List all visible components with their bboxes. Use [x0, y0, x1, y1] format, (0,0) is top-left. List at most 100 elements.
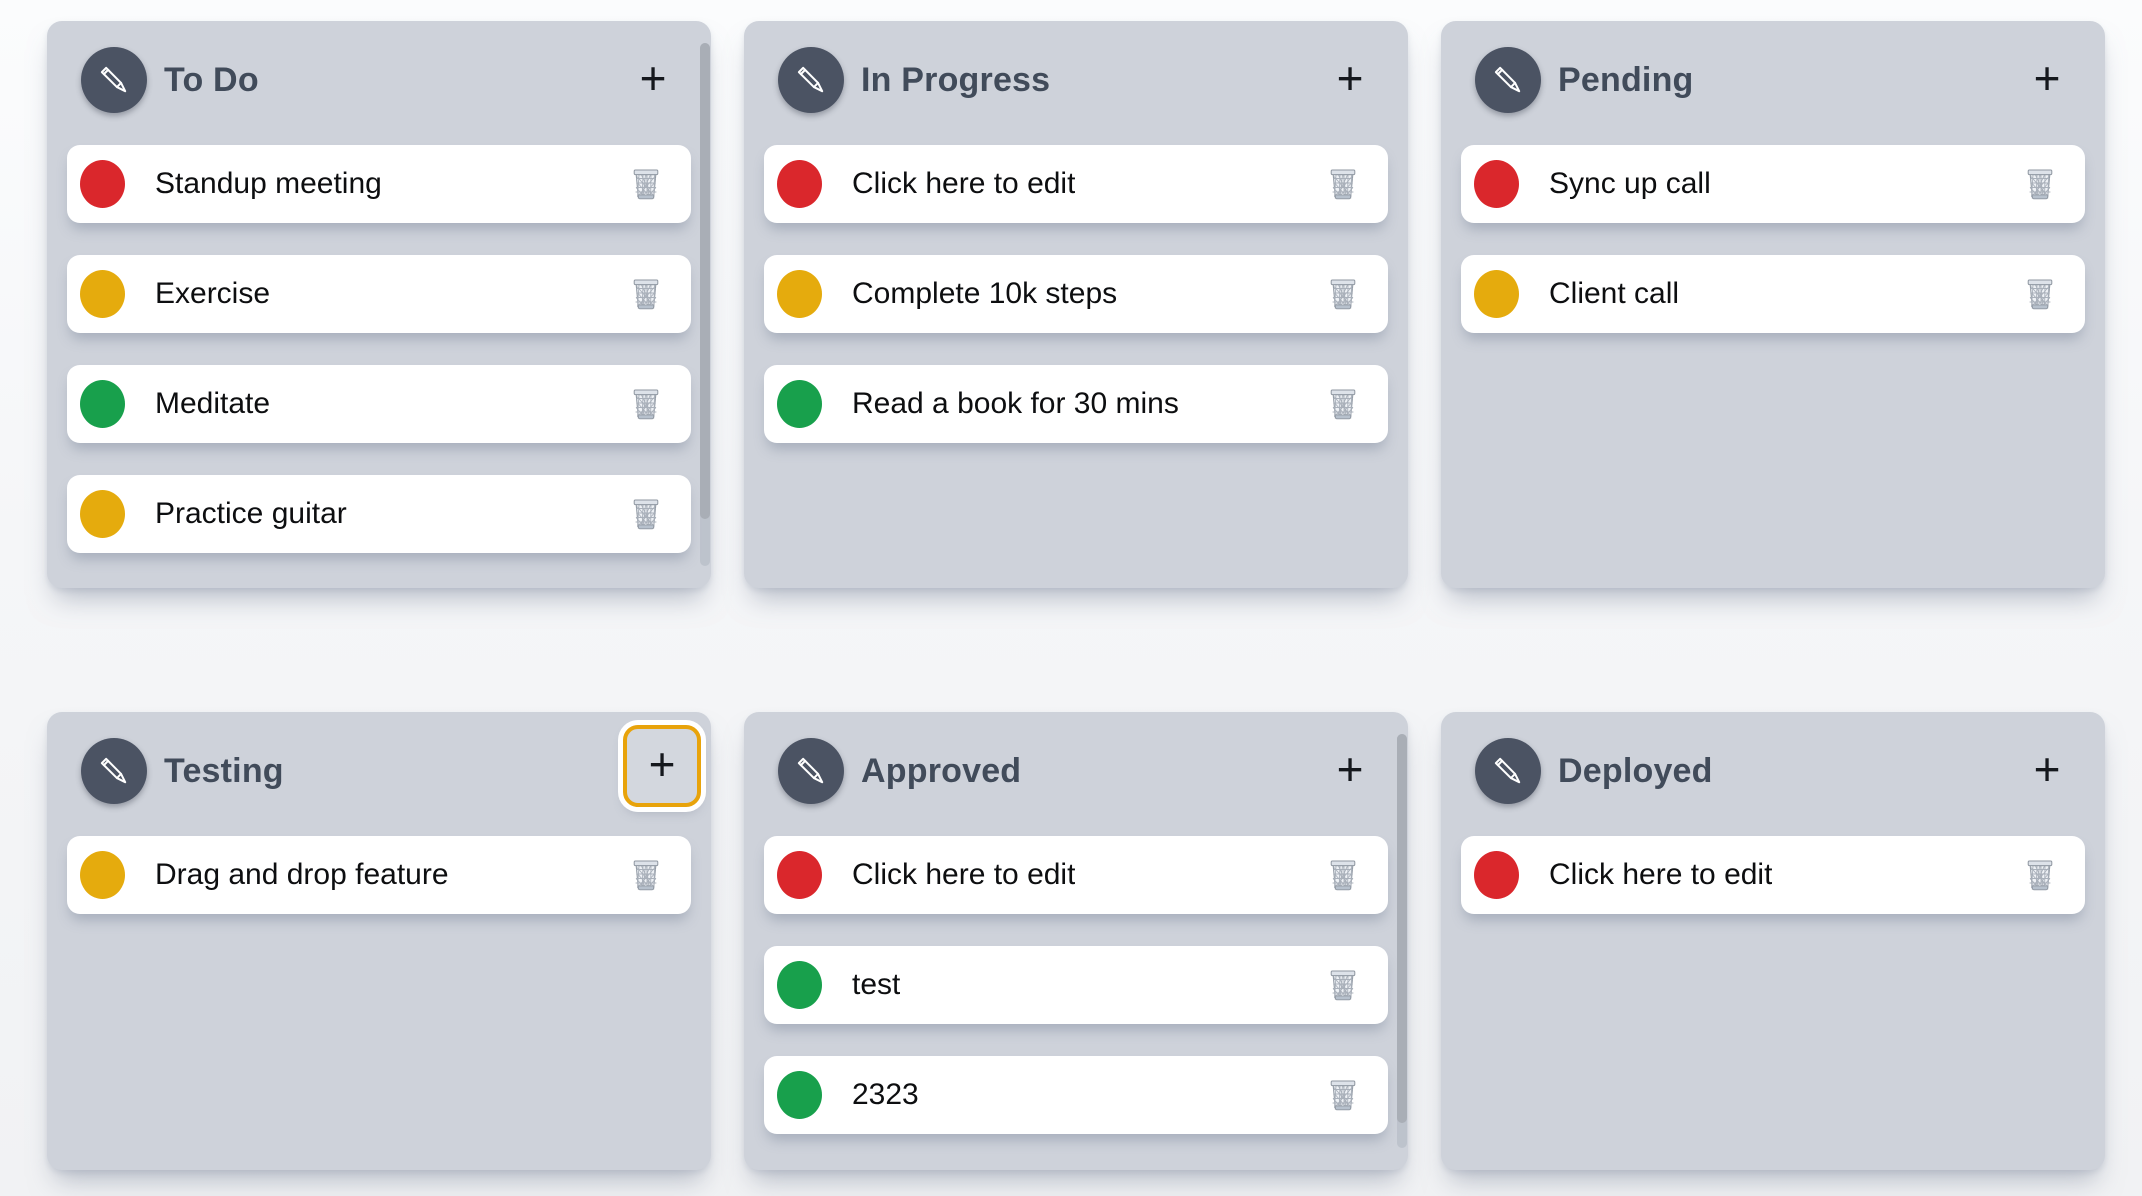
delete-card-button[interactable] [2025, 858, 2055, 892]
card-text: Meditate [155, 387, 271, 420]
red-status-dot [1474, 851, 1519, 899]
trash-icon [1328, 387, 1358, 421]
delete-card-button[interactable] [1328, 1078, 1358, 1112]
yellow-status-dot [80, 851, 125, 899]
card-list: Click here to edit Complete 10k steps Re… [764, 145, 1388, 443]
kanban-card[interactable]: Drag and drop feature [67, 836, 691, 914]
trash-icon [1328, 277, 1358, 311]
pencil-icon [98, 755, 130, 787]
pencil-icon [795, 755, 827, 787]
kanban-column-pending: Pending + Sync up call Client call [1441, 21, 2105, 588]
yellow-status-dot [1474, 270, 1519, 318]
add-card-button[interactable]: + [629, 52, 677, 104]
card-text: test [852, 968, 901, 1001]
card-text: Practice guitar [155, 497, 347, 530]
trash-icon [1328, 968, 1358, 1002]
pencil-icon [795, 64, 827, 96]
kanban-column-approved: Approved + Click here to edit test 2323 [744, 712, 1408, 1170]
edit-column-button[interactable] [1475, 47, 1541, 113]
kanban-card[interactable]: Read a book for 30 mins [764, 365, 1388, 443]
add-card-button[interactable]: + [1326, 743, 1374, 795]
yellow-status-dot [80, 270, 125, 318]
kanban-column-testing: Testing + Drag and drop feature [47, 712, 711, 1170]
delete-card-button[interactable] [631, 858, 661, 892]
kanban-card[interactable]: Sync up call [1461, 145, 2085, 223]
green-status-dot [777, 380, 822, 428]
edit-column-button[interactable] [1475, 738, 1541, 804]
kanban-card[interactable]: Client call [1461, 255, 2085, 333]
kanban-card[interactable]: Standup meeting [67, 145, 691, 223]
card-text: Click here to edit [852, 167, 1076, 200]
delete-card-button[interactable] [1328, 858, 1358, 892]
plus-icon: + [639, 52, 667, 104]
kanban-card[interactable]: Click here to edit [764, 145, 1388, 223]
green-status-dot [80, 380, 125, 428]
delete-card-button[interactable] [1328, 968, 1358, 1002]
column-scrollbar[interactable] [700, 43, 710, 566]
card-text: Drag and drop feature [155, 858, 449, 891]
kanban-card[interactable]: Exercise [67, 255, 691, 333]
column-header: To Do + [81, 47, 677, 113]
delete-card-button[interactable] [1328, 387, 1358, 421]
delete-card-button[interactable] [1328, 277, 1358, 311]
column-header: In Progress + [778, 47, 1374, 113]
red-status-dot [1474, 160, 1519, 208]
delete-card-button[interactable] [631, 387, 661, 421]
card-text: Sync up call [1549, 167, 1711, 200]
column-scrollbar[interactable] [1397, 734, 1407, 1148]
trash-icon [1328, 858, 1358, 892]
kanban-card[interactable]: Meditate [67, 365, 691, 443]
card-text: Exercise [155, 277, 271, 310]
column-title: To Do [164, 60, 259, 99]
kanban-column-to-do: To Do + Standup meeting Exercise Meditat… [47, 21, 711, 588]
column-title: Approved [861, 751, 1022, 790]
scrollbar-thumb[interactable] [700, 43, 710, 519]
column-title: In Progress [861, 60, 1051, 99]
plus-icon: + [2033, 52, 2061, 104]
trash-icon [2025, 858, 2055, 892]
add-card-button[interactable]: + [2023, 52, 2071, 104]
delete-card-button[interactable] [2025, 167, 2055, 201]
trash-icon [631, 858, 661, 892]
delete-card-button[interactable] [631, 277, 661, 311]
delete-card-button[interactable] [2025, 277, 2055, 311]
trash-icon [631, 387, 661, 421]
card-text: Read a book for 30 mins [852, 387, 1179, 420]
edit-column-button[interactable] [778, 738, 844, 804]
card-text: Click here to edit [852, 858, 1076, 891]
green-status-dot [777, 1071, 822, 1119]
trash-icon [631, 497, 661, 531]
kanban-card[interactable]: Click here to edit [1461, 836, 2085, 914]
add-card-button[interactable]: + [2023, 743, 2071, 795]
edit-column-button[interactable] [81, 47, 147, 113]
column-title: Pending [1558, 60, 1694, 99]
kanban-column-deployed: Deployed + Click here to edit [1441, 712, 2105, 1170]
edit-column-button[interactable] [81, 738, 147, 804]
delete-card-button[interactable] [631, 167, 661, 201]
red-status-dot [777, 160, 822, 208]
red-status-dot [777, 851, 822, 899]
scrollbar-thumb[interactable] [1397, 734, 1407, 1124]
plus-icon: + [2033, 743, 2061, 795]
kanban-column-in-progress: In Progress + Click here to edit Complet… [744, 21, 1408, 588]
column-header: Testing + [81, 725, 701, 807]
kanban-card[interactable]: test [764, 946, 1388, 1024]
green-status-dot [777, 961, 822, 1009]
edit-column-button[interactable] [778, 47, 844, 113]
delete-card-button[interactable] [631, 497, 661, 531]
kanban-card[interactable]: Click here to edit [764, 836, 1388, 914]
kanban-card[interactable]: Complete 10k steps [764, 255, 1388, 333]
kanban-card[interactable]: Practice guitar [67, 475, 691, 553]
add-card-button[interactable]: + [1326, 55, 1374, 104]
card-text: Client call [1549, 277, 1680, 310]
delete-card-button[interactable] [1328, 167, 1358, 201]
card-text: 2323 [852, 1078, 919, 1111]
column-title: Deployed [1558, 751, 1713, 790]
column-header: Approved + [778, 738, 1374, 804]
kanban-card[interactable]: 2323 [764, 1056, 1388, 1134]
plus-icon: + [1336, 743, 1364, 795]
column-header: Deployed + [1475, 738, 2071, 804]
add-card-button[interactable]: + [623, 725, 701, 807]
trash-icon [2025, 167, 2055, 201]
